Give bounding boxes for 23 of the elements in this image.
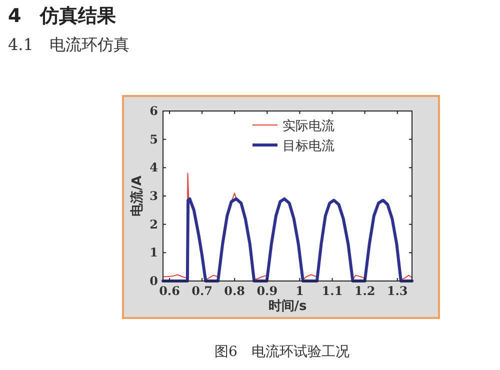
legend-label: 目标电流 [282, 138, 334, 154]
x-tick-label: 0.8 [224, 284, 246, 298]
x-tick-label: 1.2 [354, 284, 376, 298]
x-tick-label: 0.6 [159, 284, 180, 298]
y-tick-label: 4 [150, 160, 158, 175]
x-axis-title: 时间/s [268, 299, 307, 314]
y-tick-label: 3 [150, 189, 158, 203]
y-tick-label: 0 [150, 274, 158, 288]
y-axis-title: 电流/A [129, 176, 145, 216]
chart-subtitle: 4.1 电流环仿真 [8, 35, 130, 54]
line-series [162, 197, 414, 282]
legend-label: 实际电流 [282, 118, 334, 134]
x-tick-label: 0.7 [192, 284, 213, 298]
x-tick-label: 1 [296, 284, 304, 298]
caption: 图6 电流环试验工况 [214, 344, 350, 360]
y-tick-label: 5 [150, 132, 158, 146]
x-tick-label: 1.3 [386, 284, 408, 298]
y-tick-label: 6 [150, 104, 158, 118]
y-tick-label: 2 [150, 217, 158, 232]
x-tick-label: 1.1 [322, 284, 343, 298]
chart-title: 4 仿真结果 [8, 5, 118, 27]
x-tick-label: 0.9 [256, 284, 278, 298]
y-tick-label: 1 [150, 246, 158, 260]
